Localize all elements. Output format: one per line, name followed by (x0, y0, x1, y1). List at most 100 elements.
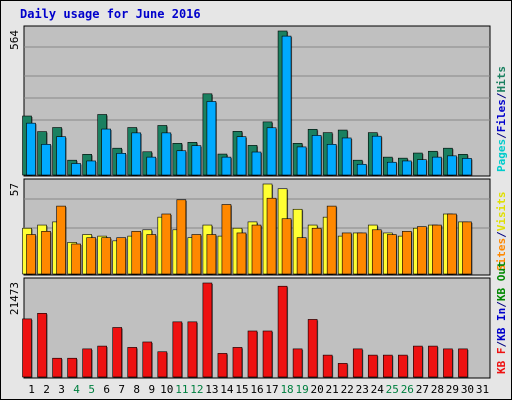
x-tick-label: 9 (148, 383, 155, 396)
bar-files (386, 161, 397, 176)
x-tick-label: 8 (133, 383, 140, 396)
bar-sites (146, 234, 157, 275)
bar-sites (71, 243, 81, 275)
legend-entry: / (495, 92, 508, 99)
bar-files (176, 150, 187, 176)
x-tick-label: 11 (175, 383, 188, 396)
bar-kb-f (337, 363, 348, 378)
bar-files (56, 136, 66, 176)
x-tick-label: 1 (28, 383, 35, 396)
y-max-label: 57 (8, 183, 21, 196)
bar-kb-f (307, 319, 318, 378)
x-tick-label: 13 (205, 383, 218, 396)
x-tick-label: 4 (73, 383, 80, 396)
bar-kb-f (382, 354, 393, 378)
bar-sites (176, 199, 187, 275)
bar-files (326, 144, 337, 176)
bar-files (402, 160, 412, 176)
bar-files (86, 160, 96, 176)
y-max-label: 564 (8, 30, 21, 50)
bar-kb-f (67, 357, 77, 378)
legend-entry: / (495, 301, 508, 308)
x-tick-label: 3 (58, 383, 65, 396)
bar-kb-f (157, 351, 168, 378)
bar-kb-f (97, 345, 107, 378)
bar-kb-f (352, 348, 363, 378)
bar-kb-f (187, 321, 198, 378)
x-tick-label: 24 (371, 383, 385, 396)
bar-sites (221, 204, 232, 275)
bar-sites (56, 205, 66, 275)
x-tick-label: 26 (401, 383, 414, 396)
bar-kb-f (428, 345, 438, 378)
bar-kb-f (232, 347, 243, 378)
bar-sites (371, 229, 382, 275)
bar-sites (26, 234, 36, 275)
bar-sites (86, 237, 96, 275)
bar-kb-f (127, 347, 138, 378)
bar-sites (462, 221, 472, 275)
bar-files (221, 156, 232, 176)
bar-files (41, 144, 51, 176)
bar-sites (356, 232, 367, 275)
bar-files (236, 136, 247, 176)
x-tick-label: 29 (446, 383, 459, 396)
bar-sites (326, 205, 337, 275)
x-tick-label: 31 (476, 383, 489, 396)
bar-files (251, 151, 262, 176)
legend-entry: Files (495, 99, 508, 132)
bar-files (417, 159, 427, 176)
bar-kb-f (172, 321, 183, 378)
legend-entry: / (495, 341, 508, 348)
bar-files (281, 35, 292, 176)
legend-entry: / (495, 231, 508, 238)
bar-files (356, 163, 367, 176)
bar-kb-f (277, 285, 288, 378)
x-tick-label: 5 (88, 383, 95, 396)
legend-entry: / (495, 132, 508, 139)
x-tick-label: 12 (190, 383, 203, 396)
legend-entry: KB Out (495, 261, 508, 301)
bar-kb-f (322, 354, 333, 378)
bar-kb-f (443, 348, 453, 378)
x-tick-label: 2 (43, 383, 50, 396)
x-tick-label: 28 (431, 383, 444, 396)
legend-entry: KB F (495, 348, 508, 375)
bar-files (116, 152, 127, 176)
y-max-label: 21473 (8, 282, 21, 315)
bar-sites (311, 227, 322, 275)
bar-files (101, 128, 111, 176)
bar-files (341, 137, 352, 176)
x-tick-label: 27 (416, 383, 429, 396)
bar-files (206, 101, 217, 176)
bar-files (371, 135, 382, 176)
bar-sites (41, 231, 51, 275)
bar-sites (432, 224, 442, 275)
bar-kb-f (367, 354, 378, 378)
bar-sites (116, 237, 127, 275)
x-tick-label: 17 (265, 383, 278, 396)
bar-sites (296, 237, 307, 275)
x-tick-label: 21 (326, 383, 339, 396)
x-tick-label: 10 (160, 383, 173, 396)
bar-sites (191, 234, 202, 275)
legend-entry: Hits (495, 66, 508, 93)
bar-sites (386, 234, 397, 275)
bar-files (296, 146, 307, 176)
bar-kb-f (217, 353, 228, 378)
bar-kb-f (202, 282, 213, 378)
bar-sites (281, 218, 292, 275)
x-tick-label: 18 (280, 383, 293, 396)
chart-title: Daily usage for June 2016 (20, 7, 201, 21)
bar-sites (341, 232, 352, 275)
bar-files (447, 155, 457, 176)
bar-kb-f (247, 330, 258, 378)
bar-files (266, 127, 277, 176)
legend-entry: Visits (495, 192, 508, 232)
bar-kb-f (22, 318, 32, 378)
bar-kb-f (292, 348, 303, 378)
bar-sites (131, 231, 142, 275)
legend-entry: KB In (495, 308, 508, 341)
bar-kb-f (142, 341, 153, 378)
